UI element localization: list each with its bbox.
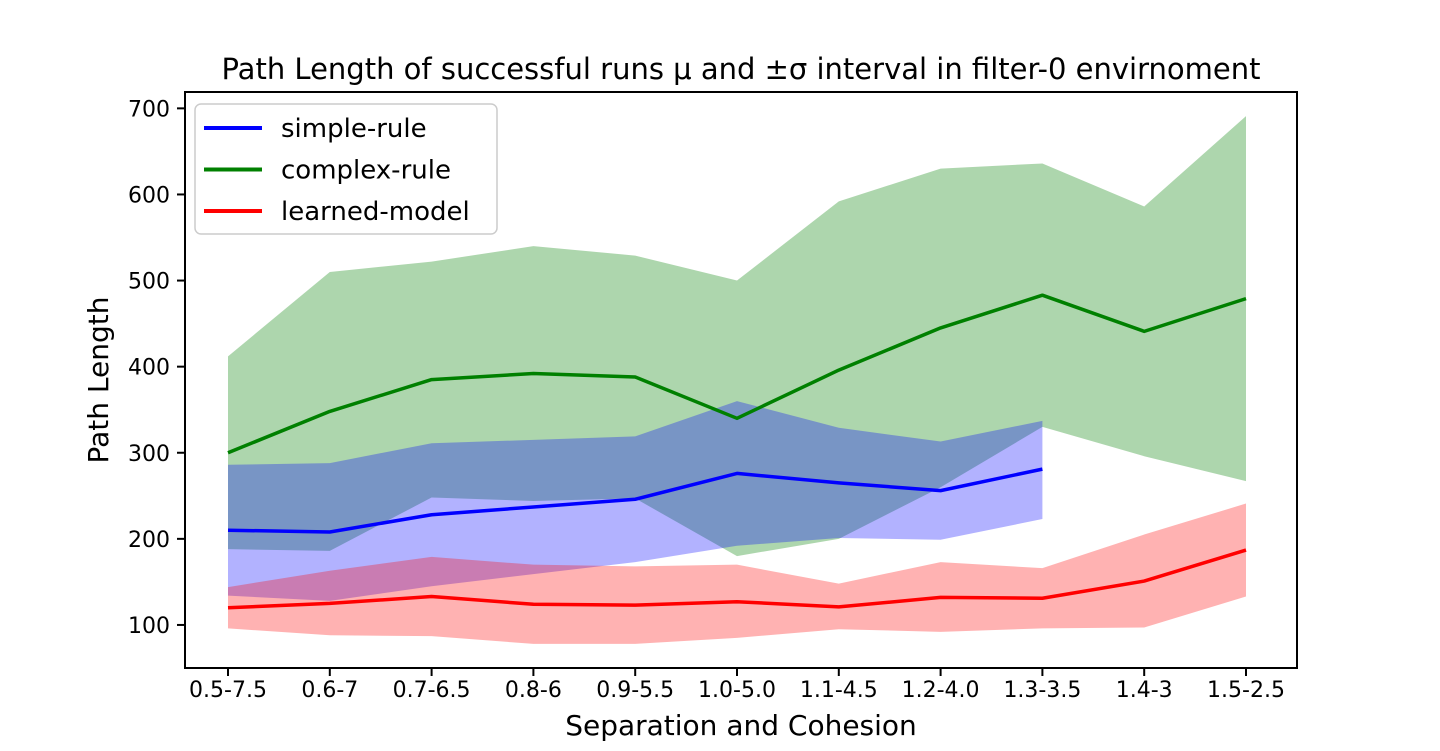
x-tick-label: 1.2-4.0 — [902, 678, 980, 703]
x-tick-label: 1.0-5.0 — [698, 678, 776, 703]
y-tick-label: 100 — [128, 614, 170, 639]
chart-title: Path Length of successful runs μ and ±σ … — [222, 52, 1261, 86]
complex-rule-sigma-band — [228, 116, 1246, 557]
x-tick-label: 0.7-6.5 — [393, 678, 471, 703]
y-tick-label: 700 — [128, 97, 170, 122]
simple-rule-line — [227, 467, 1043, 534]
x-tick-label: 1.1-4.5 — [800, 678, 878, 703]
legend-items: simple-rule complex-rule learned-model — [204, 114, 470, 227]
sigma-bands-layer — [228, 116, 1246, 644]
x-tick-label: 0.8-6 — [505, 678, 562, 703]
ticks-layer: 100 200 300 400 500 600 700 0.5-7.5 0.6-7 0.7-6.5… — [128, 97, 1285, 703]
y-tick-label: 500 — [128, 270, 170, 295]
x-tick-label: 1.3-3.5 — [1003, 678, 1081, 703]
x-tick-label: 0.5-7.5 — [189, 678, 267, 703]
mean-lines-layer — [227, 293, 1247, 610]
legend-label-complex-rule: complex-rule — [281, 156, 451, 186]
y-tick-label: 200 — [128, 528, 170, 553]
plot-area-border — [184, 91, 1298, 669]
legend-box — [194, 103, 498, 235]
x-tick-label: 0.6-7 — [301, 678, 358, 703]
legend-label-learned-model: learned-model — [281, 197, 470, 227]
legend-item-complex-rule: complex-rule — [204, 156, 451, 186]
y-tick-label: 400 — [128, 356, 170, 381]
legend-item-learned-model: learned-model — [204, 197, 470, 227]
complex-rule-line — [227, 293, 1247, 455]
legend: simple-rule complex-rule learned-model — [194, 103, 498, 235]
legend-label-simple-rule: simple-rule — [281, 114, 427, 144]
y-tick-label: 300 — [128, 442, 170, 467]
x-axis-label: Separation and Cohesion — [565, 709, 917, 742]
learned-model-sigma-band — [228, 503, 1246, 644]
legend-item-simple-rule: simple-rule — [204, 114, 427, 144]
y-tick-label: 600 — [128, 183, 170, 208]
x-tick-label: 1.5-2.5 — [1207, 678, 1285, 703]
x-tick-label: 0.9-5.5 — [596, 678, 674, 703]
y-axis-label: Path Length — [82, 297, 115, 464]
x-tick-label: 1.4-3 — [1116, 678, 1173, 703]
learned-model-line — [227, 548, 1247, 610]
